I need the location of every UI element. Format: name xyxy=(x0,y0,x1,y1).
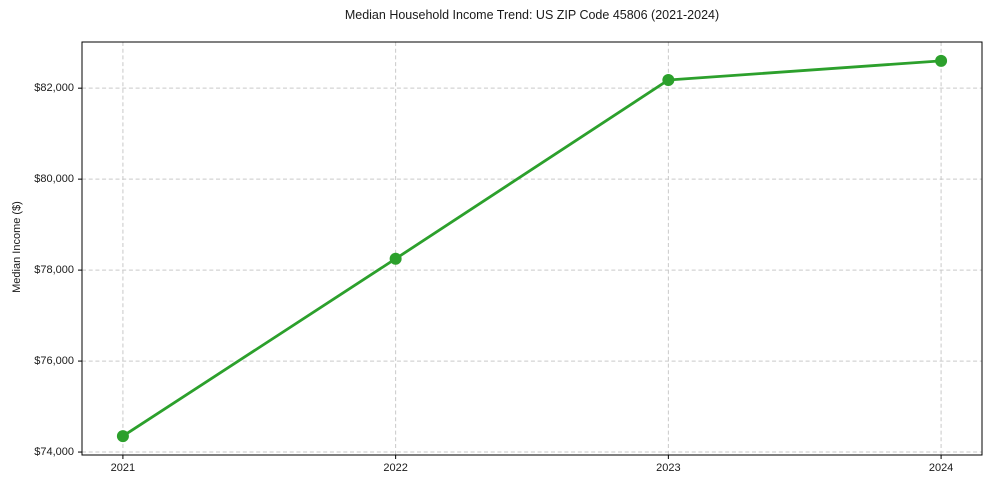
x-tick-label: 2021 xyxy=(110,462,136,474)
trend-line xyxy=(121,59,943,438)
data-point xyxy=(116,430,129,443)
y-tick-label: $78,000 xyxy=(34,264,74,277)
x-tick-label: 2024 xyxy=(928,462,954,474)
y-tick-label: $82,000 xyxy=(34,82,74,95)
x-tick-label: 2023 xyxy=(656,462,681,474)
y-tick-label: $74,000 xyxy=(34,446,74,459)
data-point xyxy=(662,73,675,86)
y-tick-label: $80,000 xyxy=(34,173,74,186)
plot-border xyxy=(81,41,983,456)
x-tick-label: 2022 xyxy=(383,462,408,474)
data-point xyxy=(935,54,948,67)
chart-title: Median Household Income Trend: US ZIP Co… xyxy=(344,8,720,22)
data-point xyxy=(389,252,402,265)
y-tick-label: $76,000 xyxy=(34,355,74,368)
